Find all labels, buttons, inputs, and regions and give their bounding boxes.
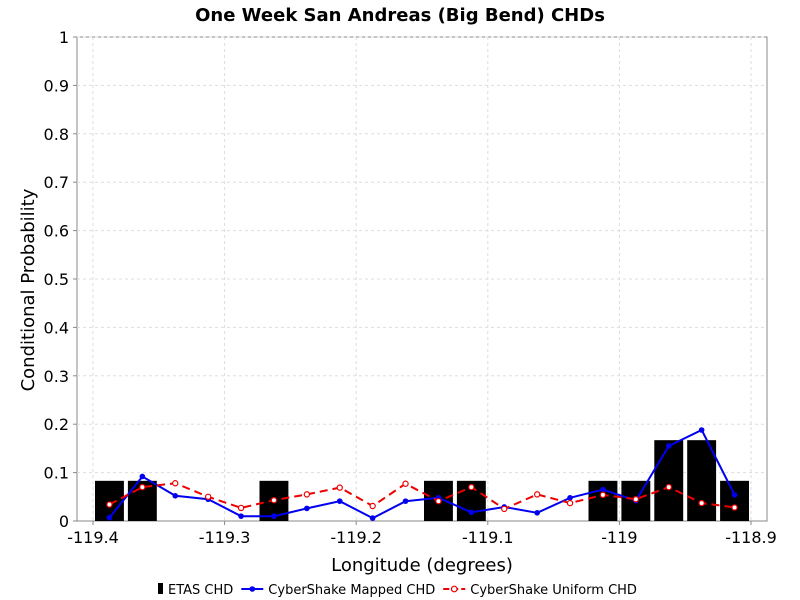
etas-bar [720,480,749,521]
uniform-chd-point [204,493,212,500]
uniform-chd-point [435,497,442,505]
y-tick-label: 0.1 [44,464,69,483]
x-axis-label: Longitude (degrees) [331,555,513,576]
x-tick-label: -119.1 [462,528,514,547]
y-tick-label: 0.8 [44,125,69,144]
uniform-chd-point [468,483,475,491]
uniform-chd-point [336,484,343,491]
legend-uniform-label: CyberShake Uniform CHD [470,583,637,598]
x-tick-label: -119.2 [330,528,382,547]
y-tick-label: 0.2 [44,415,69,434]
uniform-chd-point [139,483,146,491]
uniform-chd-point [533,491,541,498]
mapped-chd-point [139,473,146,480]
legend-mapped-marker [249,586,256,592]
mapped-chd-point [567,494,573,501]
uniform-chd-point [632,496,640,503]
mapped-chd-point [731,492,738,498]
uniform-chd-point [501,505,508,513]
uniform-chd-point [172,480,179,487]
legend: ETAS CHD CyberShake Mapped CHD CyberShake … [158,583,637,598]
uniform-chd-point [566,499,574,507]
uniform-chd-point [665,483,672,491]
mapped-chd-point [468,509,475,516]
y-tick-label: 1 [59,28,69,47]
legend-mapped-label: CyberShake Mapped CHD [268,583,435,598]
y-tick-label: 0.7 [44,173,69,192]
mapped-chd-point [402,498,409,504]
legend-etas-swatch [158,583,163,594]
legend-etas-label: ETAS CHD [168,583,233,598]
y-tick-label: 0.9 [44,76,69,95]
axes: 0 0.1 0.2 0.3 0.4 0.5 0.6 0.7 0.8 0.9 1 -119.4 -119.… [44,28,777,547]
uniform-chd-line [109,482,735,511]
y-tick-label: 0.5 [44,270,69,289]
uniform-chd-point [369,502,376,510]
chart-title: One Week San Andreas (Big Bend) CHDs [195,5,605,26]
grid [77,36,767,521]
uniform-chd-point [303,491,311,498]
mapped-chd-point [271,513,277,519]
mapped-chd-point [304,505,310,512]
x-tick-label: -119 [601,528,637,547]
etas-bar [95,480,124,521]
mapped-chd-point [665,443,672,449]
etas-bar [687,440,717,521]
uniform-chd-point [599,491,607,499]
mapped-chd-point [600,486,606,493]
uniform-chd-point [698,499,705,507]
y-tick-label: 0.6 [44,222,69,241]
mapped-chd-point [238,513,244,519]
uniform-chd-point [402,480,409,487]
x-tick-label: -118.9 [725,528,777,547]
series-lines [106,427,738,521]
uniform-chd-point [237,504,245,512]
legend-uniform-marker [450,585,458,593]
uniform-chd-point [270,496,278,504]
x-tick-label: -119.3 [199,528,251,547]
mapped-chd-point [172,493,179,499]
x-tick-label: -119.4 [67,528,119,547]
y-axis-label: Conditional Probability [18,188,39,391]
mapped-chd-point [369,515,376,521]
mapped-chd-point [698,427,705,433]
y-tick-label: 0.4 [44,318,69,337]
mapped-chd-point [336,498,343,504]
y-tick-label: 0 [59,512,69,531]
mapped-chd-point [534,509,540,516]
mapped-chd-point [106,514,113,521]
etas-bar [654,440,684,521]
uniform-chd-point [731,504,738,511]
y-tick-label: 0.3 [44,367,69,386]
uniform-chd-point [106,501,113,508]
